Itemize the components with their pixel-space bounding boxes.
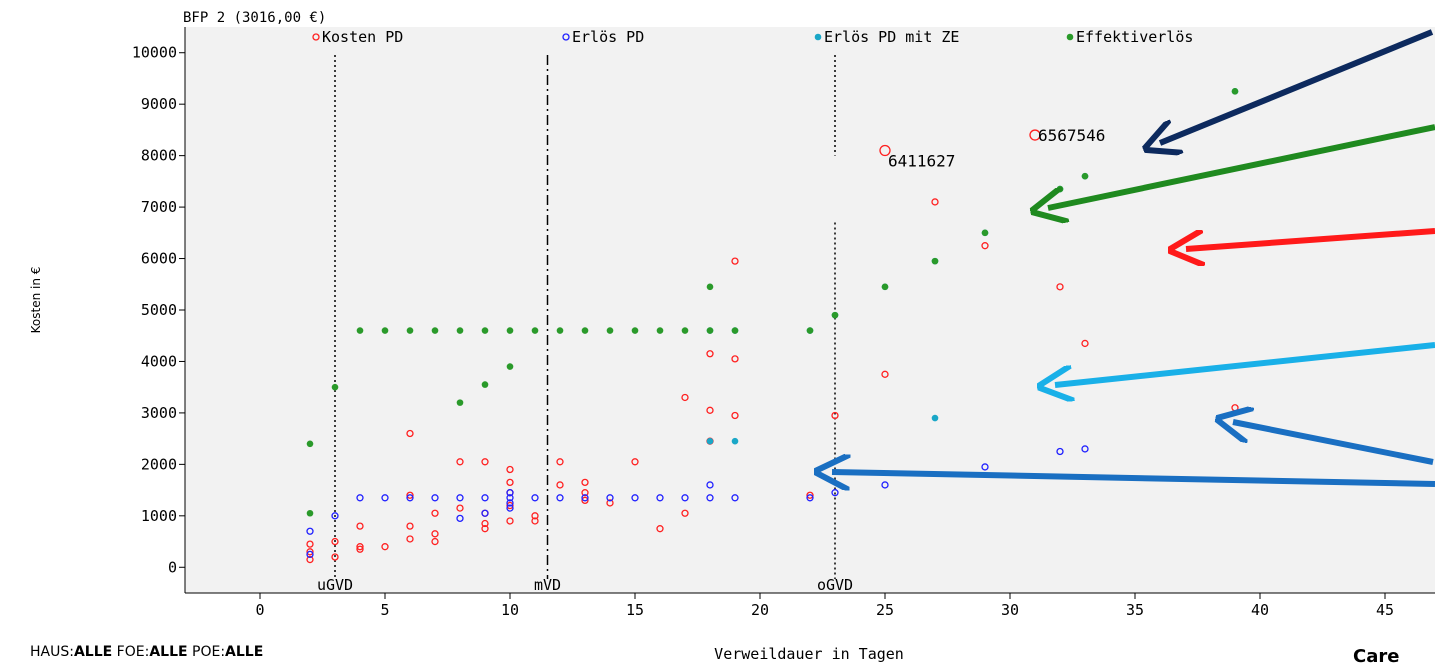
data-point [457, 327, 464, 334]
data-point [482, 327, 489, 334]
data-point [482, 381, 489, 388]
y-tick-label: 2000 [141, 455, 177, 473]
x-tick-label: 0 [255, 601, 264, 619]
filter-foe-value: ALLE [149, 644, 187, 660]
data-point [357, 327, 364, 334]
y-axis-ticks: 0 1000 2000 3000 4000 5000 6000 7000 8000 9000 100… [132, 44, 185, 577]
data-point [1232, 88, 1239, 95]
data-point [832, 312, 839, 319]
data-point [332, 384, 339, 391]
legend-entry: Kosten PD [322, 28, 403, 46]
data-point [557, 327, 564, 334]
legend-entry: Erlös PD [572, 28, 644, 46]
filter-poe-label: POE: [192, 644, 225, 660]
data-point [407, 327, 414, 334]
data-point [707, 284, 714, 291]
x-tick-label: 20 [751, 601, 769, 619]
data-point [882, 284, 889, 291]
y-tick-label: 3000 [141, 404, 177, 422]
y-tick-label: 6000 [141, 250, 177, 268]
data-point [582, 327, 589, 334]
filter-bar: HAUS:ALLE FOE:ALLE POE:ALLE [30, 644, 263, 660]
data-point [1082, 173, 1089, 180]
data-point [657, 327, 664, 334]
filter-haus-value: ALLE [74, 644, 112, 660]
legend-entry: Effektiverlös [1076, 28, 1193, 46]
y-tick-label: 4000 [141, 352, 177, 370]
legend-marker [815, 34, 822, 41]
data-point [607, 327, 614, 334]
x-tick-label: 30 [1001, 601, 1019, 619]
filter-poe-value: ALLE [225, 644, 263, 660]
point-annotation: 6567546 [1038, 126, 1105, 145]
data-point [732, 327, 739, 334]
data-point [507, 327, 514, 334]
data-point [1057, 186, 1064, 193]
data-point [632, 327, 639, 334]
data-point [807, 327, 814, 334]
y-tick-label: 8000 [141, 147, 177, 165]
y-tick-label: 9000 [141, 95, 177, 113]
chart-subtitle: BFP 2 (3016,00 €) [183, 10, 326, 26]
plot-area [185, 27, 1435, 593]
y-tick-label: 5000 [141, 301, 177, 319]
y-tick-label: 0 [168, 558, 177, 576]
y-tick-label: 7000 [141, 198, 177, 216]
data-point [382, 327, 389, 334]
data-point [457, 399, 464, 406]
data-point [932, 415, 939, 422]
x-tick-label: 10 [501, 601, 519, 619]
x-tick-label: 45 [1376, 601, 1394, 619]
data-point [932, 258, 939, 265]
x-tick-label: 35 [1126, 601, 1144, 619]
reference-line-label: oGVD [817, 576, 853, 594]
x-tick-label: 15 [626, 601, 644, 619]
legend-entry: Erlös PD mit ZE [824, 28, 959, 46]
y-axis-label: Kosten in € [29, 267, 43, 334]
data-point [532, 327, 539, 334]
data-point [982, 230, 989, 237]
data-point [707, 327, 714, 334]
y-tick-label: 1000 [141, 507, 177, 525]
data-point [732, 438, 739, 445]
reference-line-label: mVD [534, 576, 561, 594]
filter-haus-label: HAUS: [30, 644, 74, 660]
x-tick-label: 5 [380, 601, 389, 619]
x-axis-ticks: 0 5 10 15 20 25 30 35 40 45 [255, 593, 1394, 619]
y-tick-label: 10000 [132, 44, 177, 62]
filter-foe-label: FOE: [117, 644, 150, 660]
x-tick-label: 40 [1251, 601, 1269, 619]
data-point [682, 327, 689, 334]
x-tick-label: 25 [876, 601, 894, 619]
legend-marker [1067, 34, 1074, 41]
point-annotation: 6411627 [888, 151, 955, 170]
data-point [307, 440, 314, 447]
data-point [707, 438, 714, 445]
data-point [432, 327, 439, 334]
x-axis-label: Verweildauer in Tagen [714, 645, 904, 663]
reference-line-label: uGVD [317, 576, 353, 594]
data-point [507, 363, 514, 370]
data-point [307, 510, 314, 517]
